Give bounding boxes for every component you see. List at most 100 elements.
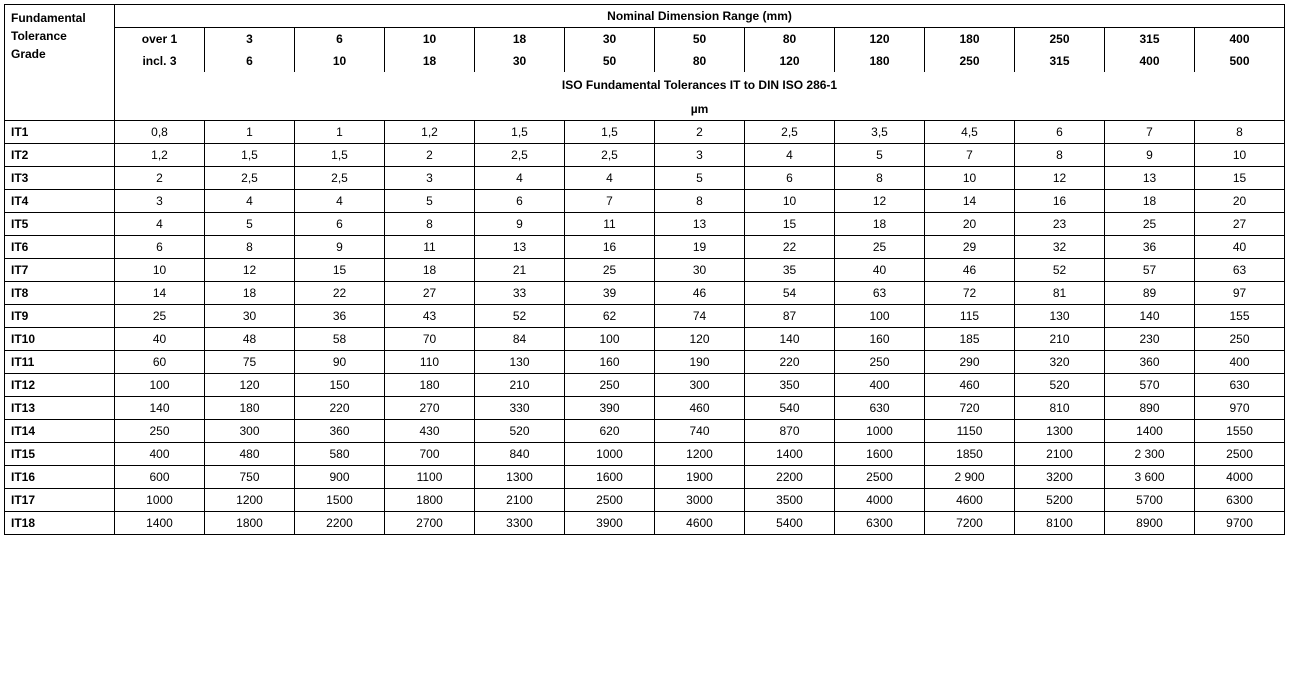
value-cell: 52 <box>475 305 565 328</box>
value-cell: 2 <box>655 121 745 144</box>
left-label-line-2: Grade <box>11 47 46 61</box>
value-cell: 1,2 <box>385 121 475 144</box>
dim-incl-9: 250 <box>925 50 1015 72</box>
value-cell: 1550 <box>1195 420 1285 443</box>
value-cell: 300 <box>205 420 295 443</box>
value-cell: 100 <box>835 305 925 328</box>
dim-incl-11: 400 <box>1105 50 1195 72</box>
value-cell: 84 <box>475 328 565 351</box>
value-cell: 97 <box>1195 282 1285 305</box>
value-cell: 20 <box>925 213 1015 236</box>
grade-label: IT5 <box>5 213 115 236</box>
value-cell: 2,5 <box>745 121 835 144</box>
grade-label: IT3 <box>5 167 115 190</box>
table-row: IT10,8111,21,51,522,53,54,5678 <box>5 121 1285 144</box>
value-cell: 4600 <box>925 489 1015 512</box>
dim-incl-10: 315 <box>1015 50 1105 72</box>
grade-label: IT15 <box>5 443 115 466</box>
value-cell: 90 <box>295 351 385 374</box>
value-cell: 210 <box>475 374 565 397</box>
value-cell: 1800 <box>385 489 475 512</box>
value-cell: 4000 <box>1195 466 1285 489</box>
value-cell: 16 <box>1015 190 1105 213</box>
dim-over-0: over 1 <box>115 28 205 51</box>
dim-incl-6: 80 <box>655 50 745 72</box>
value-cell: 115 <box>925 305 1015 328</box>
value-cell: 520 <box>475 420 565 443</box>
value-cell: 8900 <box>1105 512 1195 535</box>
value-cell: 870 <box>745 420 835 443</box>
value-cell: 5400 <box>745 512 835 535</box>
value-cell: 20 <box>1195 190 1285 213</box>
dim-over-10: 250 <box>1015 28 1105 51</box>
dim-incl-7: 120 <box>745 50 835 72</box>
value-cell: 630 <box>835 397 925 420</box>
value-cell: 63 <box>835 282 925 305</box>
value-cell: 2,5 <box>205 167 295 190</box>
table-row: IT13140180220270330390460540630720810890… <box>5 397 1285 420</box>
grade-label: IT1 <box>5 121 115 144</box>
value-cell: 5700 <box>1105 489 1195 512</box>
value-cell: 14 <box>115 282 205 305</box>
value-cell: 230 <box>1105 328 1195 351</box>
value-cell: 54 <box>745 282 835 305</box>
dim-over-1: 3 <box>205 28 295 51</box>
dim-over-8: 120 <box>835 28 925 51</box>
value-cell: 3000 <box>655 489 745 512</box>
value-cell: 140 <box>1105 305 1195 328</box>
table-row: IT21,21,51,522,52,534578910 <box>5 144 1285 167</box>
value-cell: 60 <box>115 351 205 374</box>
table-row: IT14250300360430520620740870100011501300… <box>5 420 1285 443</box>
value-cell: 12 <box>1015 167 1105 190</box>
value-cell: 130 <box>1015 305 1105 328</box>
value-cell: 720 <box>925 397 1015 420</box>
dim-incl-2: 10 <box>295 50 385 72</box>
value-cell: 1600 <box>835 443 925 466</box>
value-cell: 250 <box>835 351 925 374</box>
value-cell: 8 <box>1015 144 1105 167</box>
value-cell: 4 <box>295 190 385 213</box>
grade-label: IT4 <box>5 190 115 213</box>
value-cell: 1400 <box>115 512 205 535</box>
value-cell: 89 <box>1105 282 1195 305</box>
value-cell: 8 <box>205 236 295 259</box>
value-cell: 58 <box>295 328 385 351</box>
value-cell: 18 <box>385 259 475 282</box>
value-cell: 3 <box>655 144 745 167</box>
value-cell: 43 <box>385 305 475 328</box>
value-cell: 74 <box>655 305 745 328</box>
dim-over-12: 400 <box>1195 28 1285 51</box>
value-cell: 3 <box>115 190 205 213</box>
value-cell: 8 <box>835 167 925 190</box>
value-cell: 40 <box>1195 236 1285 259</box>
value-cell: 57 <box>1105 259 1195 282</box>
value-cell: 1,5 <box>475 121 565 144</box>
value-cell: 890 <box>1105 397 1195 420</box>
value-cell: 140 <box>745 328 835 351</box>
value-cell: 750 <box>205 466 295 489</box>
grade-label: IT16 <box>5 466 115 489</box>
value-cell: 18 <box>1105 190 1195 213</box>
left-label-line-1: Tolerance <box>11 29 67 43</box>
value-cell: 185 <box>925 328 1015 351</box>
value-cell: 7 <box>1105 121 1195 144</box>
value-cell: 2 900 <box>925 466 1015 489</box>
value-cell: 18 <box>205 282 295 305</box>
value-cell: 700 <box>385 443 475 466</box>
value-cell: 250 <box>565 374 655 397</box>
value-cell: 39 <box>565 282 655 305</box>
value-cell: 1000 <box>835 420 925 443</box>
value-cell: 3200 <box>1015 466 1105 489</box>
value-cell: 8 <box>1195 121 1285 144</box>
value-cell: 2700 <box>385 512 475 535</box>
value-cell: 4600 <box>655 512 745 535</box>
dim-incl-8: 180 <box>835 50 925 72</box>
value-cell: 36 <box>1105 236 1195 259</box>
value-cell: 160 <box>835 328 925 351</box>
value-cell: 5 <box>835 144 925 167</box>
row-header-title: Fundamental Tolerance Grade <box>5 5 115 121</box>
value-cell: 180 <box>385 374 475 397</box>
value-cell: 4 <box>205 190 295 213</box>
value-cell: 1900 <box>655 466 745 489</box>
value-cell: 15 <box>745 213 835 236</box>
